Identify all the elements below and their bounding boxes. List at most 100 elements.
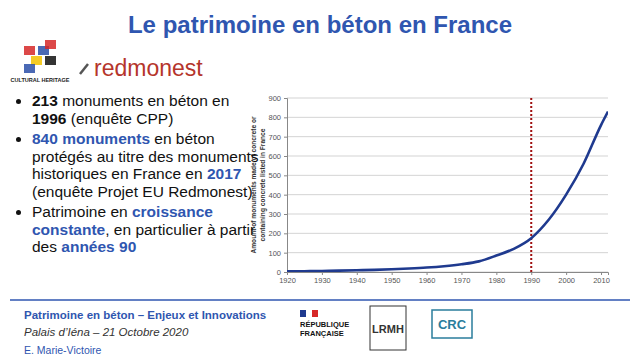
- tick-label: 600: [268, 152, 281, 161]
- grid-line: [287, 117, 608, 118]
- tick-mark: [284, 253, 287, 254]
- axis-line: [288, 273, 609, 276]
- footer-place: Palais d’Iéna – 21 Octobre 2020: [24, 326, 189, 338]
- chart: 1920193019401950196019701980199020002010…: [250, 94, 610, 285]
- tick-label: 1930: [314, 276, 331, 285]
- logo-square: [31, 56, 42, 65]
- partner-text: FRANÇAISE: [300, 329, 344, 338]
- x-axis: 1920 1930 1940 1950 1960 1970 1980 1990 2000 2010: [279, 272, 610, 285]
- tick-label: 1920: [279, 276, 296, 285]
- logo-square: [45, 40, 56, 49]
- tick: 600: [268, 152, 287, 161]
- logo-square: [24, 46, 35, 55]
- footer-author: E. Marie-Victoire: [24, 344, 102, 356]
- axis-line: [284, 99, 288, 273]
- tick-mark: [531, 272, 532, 275]
- tick: 500: [268, 171, 287, 180]
- tick: 1930: [314, 272, 331, 285]
- tick-mark: [392, 272, 393, 275]
- tick: 1950: [384, 272, 401, 285]
- tick-mark: [284, 98, 287, 99]
- logos: CULTURAL HERITAGEredmonest: [11, 40, 204, 83]
- tick: 800: [268, 113, 287, 122]
- logo-square: [24, 64, 35, 73]
- tick-label: 1980: [489, 276, 506, 285]
- bullet: 840 monuments en béton protégés au titre…: [32, 130, 260, 200]
- tick: 1940: [349, 272, 366, 285]
- grid-line: [287, 175, 608, 176]
- flag: [300, 310, 306, 317]
- grid: [287, 98, 608, 272]
- footer-rule: [10, 299, 630, 301]
- grid-line: [287, 194, 608, 195]
- tick-label: 1960: [419, 276, 436, 285]
- bullet-text: Patrimoine en: [32, 203, 132, 220]
- tick-label: 200: [268, 229, 281, 238]
- tick-mark: [284, 272, 287, 273]
- bullet: Patrimoine en croissance constante, en p…: [32, 203, 260, 256]
- tick: 1980: [489, 272, 506, 285]
- tick: 2010: [593, 272, 610, 285]
- bullet-text: 840 monuments: [32, 130, 150, 147]
- logo-frame: [370, 306, 406, 350]
- tick-label: 2000: [558, 276, 575, 285]
- grid-line: [287, 136, 608, 137]
- tick: 1960: [419, 272, 436, 285]
- tick-label: 700: [268, 133, 281, 142]
- tick-label: 1970: [454, 276, 471, 285]
- partner-logo: LRMH: [370, 306, 406, 350]
- grid-line: [287, 252, 608, 253]
- bullet-text: 213: [32, 92, 58, 109]
- plot-area: [287, 98, 608, 272]
- tick-label: 2010: [593, 276, 610, 285]
- tick: 400: [268, 191, 287, 200]
- tick: 100: [268, 249, 287, 258]
- tick-label: 100: [268, 249, 281, 258]
- partner-text: CRC: [438, 317, 467, 332]
- tick: 2000: [558, 272, 575, 285]
- tick-label: 1950: [384, 276, 401, 285]
- tick-mark: [322, 272, 323, 275]
- tick: 200: [268, 229, 287, 238]
- tick: 1920: [279, 272, 296, 285]
- tick: 700: [268, 133, 287, 142]
- footer-event: Patrimoine en béton – Enjeux et Innovati…: [24, 309, 266, 321]
- tick-mark: [601, 272, 602, 275]
- tick-mark: [461, 272, 462, 275]
- bullet: 213 monuments en béton en 1996 (enquête …: [32, 92, 260, 127]
- y-axis: 0100200300400500600700800900: [268, 94, 287, 277]
- grid-line: [287, 156, 608, 157]
- logo-frame: [432, 310, 472, 338]
- partner-text: LRMH: [372, 323, 404, 335]
- tick: 1990: [523, 272, 540, 285]
- logo-square: [45, 56, 56, 65]
- partner-logo: CRC: [432, 310, 472, 338]
- tick: 900: [268, 94, 287, 103]
- reference-line: [530, 98, 532, 272]
- tick-label: 1990: [523, 276, 540, 285]
- bullet-text: 1996: [32, 110, 66, 127]
- y-axis-title: containing concrete listed in France: [259, 128, 267, 241]
- bullet-text: 2017: [207, 165, 241, 182]
- tick-label: 1940: [349, 276, 366, 285]
- tick-mark: [284, 137, 287, 138]
- bullet-text: monuments en béton en: [58, 92, 229, 109]
- tick-mark: [427, 272, 428, 275]
- tick-mark: [284, 214, 287, 215]
- logo-text: redmonest: [94, 55, 203, 81]
- data-line: [287, 112, 608, 272]
- tick-label: 0: [277, 268, 281, 277]
- tick-label: 800: [268, 113, 281, 122]
- tick-label: 900: [268, 94, 281, 103]
- partner-text: RÉPUBLIQUE: [300, 320, 349, 329]
- tick-mark: [284, 175, 287, 176]
- tick: 1970: [454, 272, 471, 285]
- bullet-text: années 90: [61, 238, 136, 255]
- tick-label: 500: [268, 171, 281, 180]
- grid-line: [287, 214, 608, 215]
- logo-stroke: [80, 64, 88, 74]
- tick-label: 400: [268, 191, 281, 200]
- tick-mark: [284, 233, 287, 234]
- tick-mark: [566, 272, 567, 275]
- tick: 0: [277, 268, 287, 277]
